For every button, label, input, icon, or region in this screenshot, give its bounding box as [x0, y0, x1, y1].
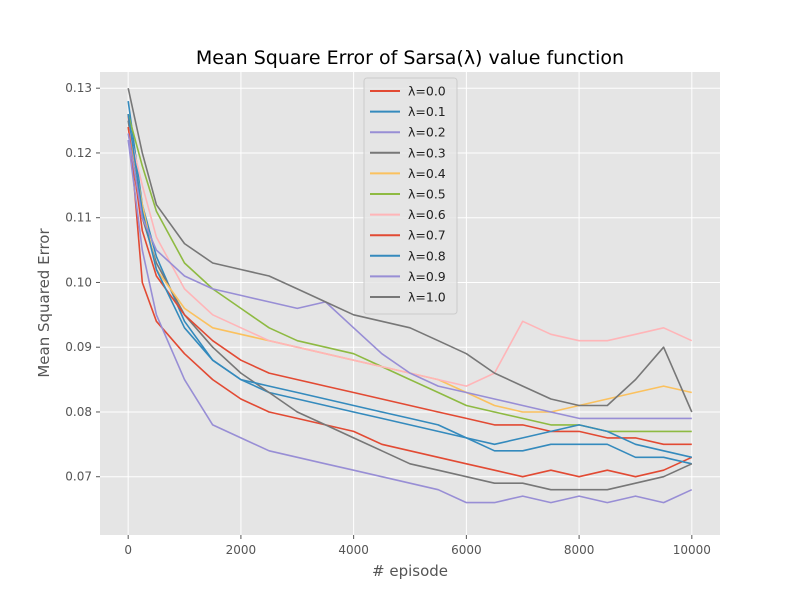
legend-label: λ=0.1: [408, 104, 446, 119]
series-line-2: [127, 139, 693, 504]
y-tick-label: 0.10: [65, 275, 92, 289]
legend-label: λ=0.0: [408, 84, 446, 99]
series-line-7: [127, 126, 692, 446]
series-line-6: [127, 126, 693, 387]
y-tick-label: 0.07: [65, 470, 92, 484]
y-ticks: 0.07 0.08 0.09 0.10 0.11 0.12 0.13: [65, 81, 100, 484]
legend-label: λ=0.4: [408, 166, 446, 181]
series-line-8: [127, 113, 692, 459]
data-lines: [127, 88, 693, 504]
x-tick-label: 0: [124, 543, 132, 557]
series-line-1: [127, 100, 692, 465]
y-tick-label: 0.09: [65, 340, 92, 354]
legend-label: λ=0.7: [408, 228, 446, 243]
x-axis-label: # episode: [372, 562, 448, 580]
y-tick-label: 0.08: [65, 405, 92, 419]
x-tick-label: 4000: [338, 543, 369, 557]
legend-label: λ=0.3: [408, 145, 446, 160]
x-tick-label: 8000: [564, 543, 595, 557]
legend-label: λ=0.2: [408, 125, 446, 140]
chart-title: Mean Square Error of Sarsa(λ) value func…: [196, 47, 624, 69]
y-tick-label: 0.11: [65, 211, 92, 225]
x-tick-label: 2000: [226, 543, 257, 557]
legend-label: λ=0.8: [408, 248, 446, 263]
x-tick-label: 6000: [451, 543, 482, 557]
x-ticks: 0 2000 4000 6000 8000 10000: [124, 535, 711, 557]
series-line-9: [127, 133, 692, 420]
series-line-3: [127, 120, 693, 491]
legend-label: λ=1.0: [408, 290, 446, 305]
y-axis-label: Mean Squared Error: [35, 228, 53, 378]
series-line-10: [127, 88, 693, 413]
legend-label: λ=0.6: [408, 207, 446, 222]
x-tick-label: 10000: [673, 543, 711, 557]
legend: λ=0.0 λ=0.1 λ=0.2 λ=0.3 λ=0.4 λ=0.5 λ=0.6 λ=0.7…: [363, 77, 458, 315]
y-tick-label: 0.13: [65, 81, 92, 95]
legend-label: λ=0.5: [408, 187, 446, 202]
series-line-0: [127, 114, 693, 478]
legend-label: λ=0.9: [408, 269, 446, 284]
y-tick-label: 0.12: [65, 146, 92, 160]
